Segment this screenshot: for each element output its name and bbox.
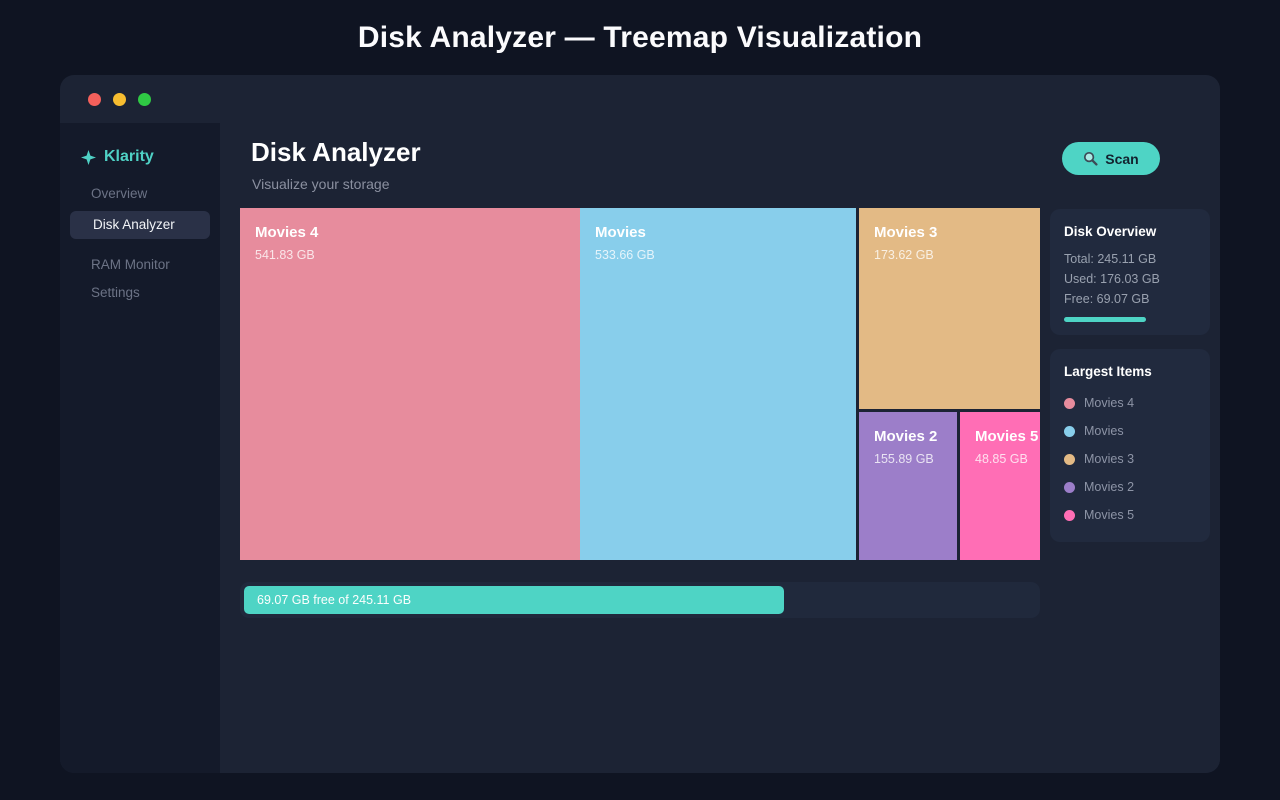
sidebar-item-settings[interactable]: Settings (91, 285, 140, 300)
treemap-cell-name: Movies 4 (255, 224, 319, 241)
largest-item-movies: Movies (1064, 417, 1196, 445)
largest-items-list: Movies 4 Movies Movies 3 Movies 2 Movies 5 (1064, 389, 1196, 529)
treemap-cell-size: 155.89 GB (874, 452, 934, 466)
treemap-cell-size: 541.83 GB (255, 248, 315, 262)
disk-overview-card: Disk Overview Total: 245.11 GB Used: 176… (1050, 209, 1210, 335)
treemap-cell-size: 533.66 GB (595, 248, 655, 262)
treemap-cell-movies-2[interactable]: Movies 2 155.89 GB (859, 412, 957, 560)
largest-item-label: Movies 5 (1084, 508, 1135, 522)
app-brand: Klarity (60, 123, 220, 166)
page-subtitle: Visualize your storage (252, 176, 390, 192)
sidebar-item-disk-analyzer[interactable]: Disk Analyzer (70, 211, 210, 239)
search-icon (1084, 151, 1098, 166)
sidebar-nav: Overview Disk Analyzer RAM Monitor Settings (60, 180, 220, 307)
largest-item-label: Movies 3 (1084, 452, 1135, 466)
treemap-cell-name: Movies 5 (975, 428, 1039, 445)
main-content: Disk Analyzer Visualize your storage Sca… (220, 123, 1220, 773)
free-space-label: 69.07 GB free of 245.11 GB (257, 593, 412, 607)
largest-item-movies-2: Movies 2 (1064, 473, 1196, 501)
treemap-cell-movies-4[interactable]: Movies 4 541.83 GB (240, 208, 580, 560)
treemap-cell-name: Movies 3 (874, 224, 938, 241)
sidebar-item-ram-monitor[interactable]: RAM Monitor (91, 257, 170, 272)
largest-item-movies-4: Movies 4 (1064, 389, 1196, 417)
treemap-cell-movies[interactable]: Movies 533.66 GB (580, 208, 856, 560)
treemap-cell-size: 173.62 GB (874, 248, 934, 262)
disk-total-stat: Total: 245.11 GB (1064, 252, 1157, 266)
treemap-cell-name: Movies (595, 224, 646, 241)
scan-button-label: Scan (1105, 150, 1139, 167)
color-dot-icon (1064, 481, 1075, 493)
app-window: Klarity Overview Disk Analyzer RAM Monitor… (60, 75, 1220, 773)
minimize-window-button[interactable] (113, 92, 126, 106)
largest-item-label: Movies 2 (1084, 480, 1135, 494)
treemap-cell-movies-3[interactable]: Movies 3 173.62 GB (859, 208, 1040, 409)
page-title: Disk Analyzer — Treemap Visualization (357, 21, 923, 54)
disk-free-stat: Free: 69.07 GB (1064, 292, 1150, 306)
close-window-button[interactable] (88, 92, 101, 106)
largest-item-movies-5: Movies 5 (1064, 501, 1196, 529)
largest-item-label: Movies 4 (1084, 396, 1135, 410)
brand-name: Klarity (104, 148, 154, 165)
window-titlebar (60, 75, 1220, 123)
treemap-cell-movies-5[interactable]: Movies 5 48.85 GB (960, 412, 1040, 560)
treemap: Movies 4 541.83 GB Movies 533.66 GB Movies 3… (240, 208, 1040, 560)
sidebar: Klarity Overview Disk Analyzer RAM Monitor… (60, 123, 220, 773)
largest-item-movies-3: Movies 3 (1064, 445, 1196, 473)
disk-used-stat: Used: 176.03 GB (1064, 272, 1160, 286)
scan-button[interactable]: Scan (1062, 142, 1160, 175)
color-dot-icon (1064, 397, 1075, 409)
page-heading: Disk Analyzer (251, 137, 421, 167)
treemap-cell-size: 48.85 GB (975, 452, 1028, 466)
free-space-bar: 69.07 GB free of 245.11 GB (240, 582, 1040, 618)
largest-item-label: Movies (1084, 424, 1124, 438)
color-dot-icon (1064, 509, 1075, 521)
disk-usage-mini-bar (1064, 317, 1146, 322)
sparkle-icon (81, 149, 96, 165)
disk-overview-title: Disk Overview (1064, 224, 1157, 239)
largest-items-title: Largest Items (1064, 364, 1152, 379)
largest-items-card: Largest Items Movies 4 Movies Movies 3 Movi… (1050, 349, 1210, 542)
color-dot-icon (1064, 453, 1075, 465)
sidebar-item-overview[interactable]: Overview (91, 186, 148, 201)
treemap-cell-name: Movies 2 (874, 428, 938, 445)
free-space-fill: 69.07 GB free of 245.11 GB (244, 586, 784, 614)
maximize-window-button[interactable] (138, 92, 151, 106)
color-dot-icon (1064, 425, 1075, 437)
